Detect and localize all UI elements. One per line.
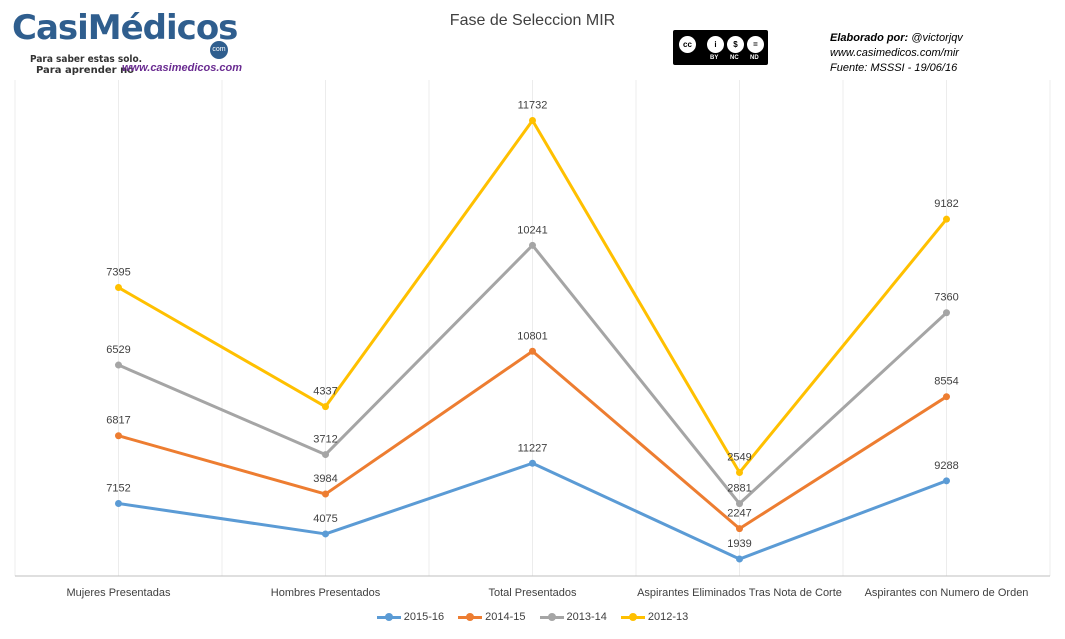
x-tick-label: Hombres Presentados <box>271 587 381 599</box>
legend-label: 2013-14 <box>566 611 607 623</box>
data-label: 1939 <box>727 538 751 550</box>
data-label: 10241 <box>517 224 548 236</box>
data-label: 11227 <box>518 442 548 454</box>
credits-line-3: Fuente: MSSSI - 19/06/16 <box>830 62 958 74</box>
data-label: 6817 <box>106 415 130 427</box>
data-label: 3712 <box>313 434 337 446</box>
chart-title: Fase de Seleccion MIR <box>449 12 616 29</box>
data-point <box>736 525 743 533</box>
data-point <box>322 490 329 498</box>
credits-block: Elaborado por: @victorjqv www.casimedico… <box>830 31 963 76</box>
data-label: 7360 <box>934 292 958 304</box>
legend-swatch <box>458 612 483 622</box>
data-point <box>943 309 950 317</box>
logo-com-badge: com <box>210 41 228 59</box>
data-point <box>529 347 536 355</box>
data-label: 8554 <box>934 376 958 388</box>
data-label: 2881 <box>727 483 751 495</box>
x-tick-label: Aspirantes con Numero de Orden <box>865 587 1029 599</box>
data-point <box>943 215 950 223</box>
attribution-icon: i <box>706 35 725 54</box>
legend-label: 2015-16 <box>403 611 445 623</box>
data-label: 4337 <box>313 386 337 398</box>
data-point <box>115 284 122 292</box>
legend-swatch <box>539 612 564 622</box>
creative-commons-badge: cc i $ = BY NC ND <box>673 30 768 65</box>
credits-line-1: Elaborado por: @victorjqv <box>830 32 963 44</box>
data-point <box>943 477 950 485</box>
logo-tagline-1: Para saber estas solo. <box>30 54 143 65</box>
data-label: 11732 <box>518 99 548 111</box>
data-point <box>736 469 743 477</box>
logo-tagline-2: Para aprender no <box>36 65 135 76</box>
x-tick-label: Total Presentados <box>488 587 577 599</box>
data-label: 10801 <box>517 330 548 342</box>
data-label: 7152 <box>106 482 130 494</box>
data-point <box>529 116 536 124</box>
cc-by-label: BY <box>710 55 719 61</box>
data-label: 9182 <box>934 198 958 210</box>
legend-item: 2014-15 <box>458 611 526 623</box>
data-point <box>736 555 743 563</box>
data-label: 9288 <box>934 460 958 472</box>
data-point <box>322 530 329 538</box>
cc-icon: cc <box>678 35 697 54</box>
data-label: 4075 <box>313 513 337 525</box>
data-point <box>115 432 122 440</box>
data-point <box>943 393 950 401</box>
noncommercial-icon: $ <box>726 35 745 54</box>
legend-swatch <box>376 612 401 622</box>
legend-item: 2012-13 <box>620 611 689 623</box>
data-label: 2247 <box>727 508 751 520</box>
data-point <box>529 459 536 467</box>
legend-label: 2014-15 <box>485 611 526 623</box>
credits-line-2: www.casimedicos.com/mir <box>830 47 959 59</box>
data-label: 7395 <box>106 267 130 279</box>
logo-wordmark: CasiMédicos <box>12 8 238 48</box>
data-point <box>322 451 329 459</box>
data-point <box>736 500 743 508</box>
legend-item: 2013-14 <box>539 611 607 623</box>
noderivatives-icon: = <box>746 35 765 54</box>
data-point <box>115 499 122 507</box>
chart-legend: 2015-16 2014-15 2013-14 2012-13 <box>0 611 1065 623</box>
cc-nc-label: NC <box>730 55 739 61</box>
data-point <box>529 241 536 249</box>
data-point <box>322 403 329 411</box>
x-tick-label: Mujeres Presentadas <box>67 587 171 599</box>
legend-label: 2012-13 <box>647 611 689 623</box>
data-label: 6529 <box>106 344 130 356</box>
data-point <box>115 361 122 369</box>
legend-swatch <box>620 612 645 622</box>
x-tick-label: Aspirantes Eliminados Tras Nota de Corte <box>637 587 842 599</box>
cc-nd-label: ND <box>750 55 759 61</box>
legend-item: 2015-16 <box>376 611 445 623</box>
data-label: 3984 <box>313 473 337 485</box>
casimedicos-logo: CasiMédicos com Para saber estas solo. P… <box>8 4 242 80</box>
data-label: 2549 <box>727 452 751 464</box>
logo-url: www.casimedicos.com <box>122 62 243 74</box>
